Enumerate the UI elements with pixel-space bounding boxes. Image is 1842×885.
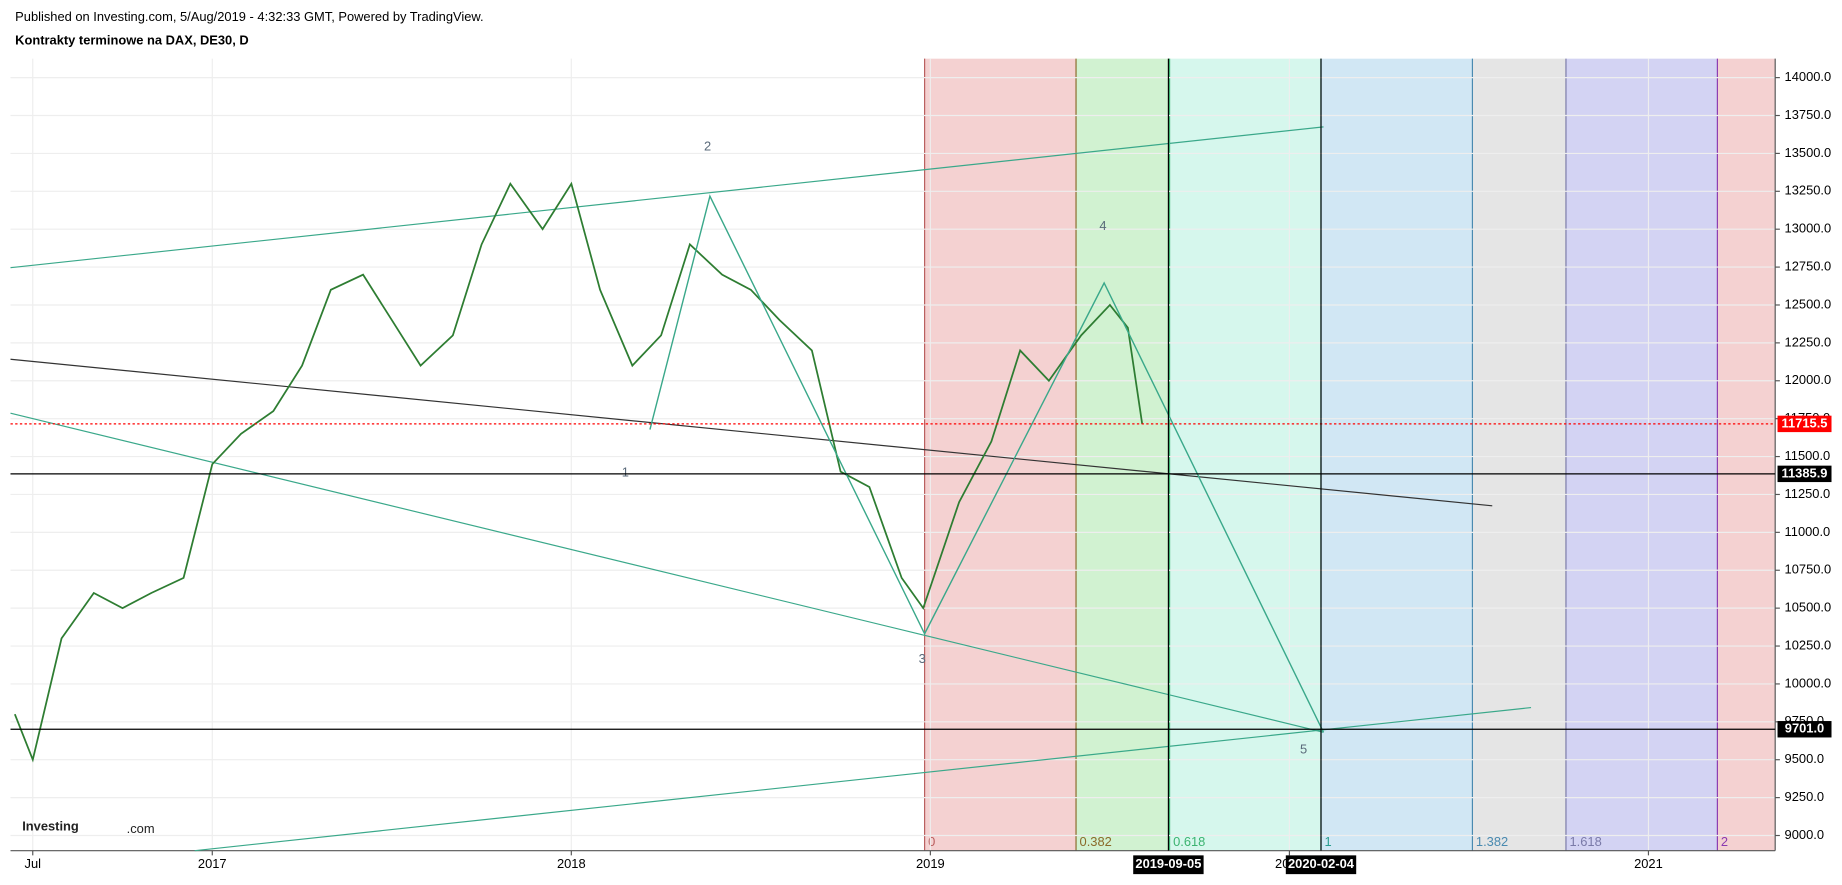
date-badge-label: 2019-09-05 bbox=[1135, 856, 1201, 871]
y-tick-label: 13750.0 bbox=[1785, 107, 1832, 122]
x-tick-label: Jul bbox=[25, 856, 41, 871]
y-tick-label: 10000.0 bbox=[1785, 675, 1832, 690]
price-badge-label: 11385.9 bbox=[1782, 465, 1828, 480]
wave-label: 4 bbox=[1099, 218, 1106, 233]
y-tick-label: 11250.0 bbox=[1785, 486, 1831, 501]
wave-label: 3 bbox=[919, 651, 926, 666]
logo: Investing bbox=[22, 819, 79, 834]
fib-zone bbox=[1169, 58, 1321, 851]
y-tick-label: 12500.0 bbox=[1785, 296, 1832, 311]
fib-level-label: 2 bbox=[1721, 834, 1728, 849]
published-note: Published on Investing.com, 5/Aug/2019 -… bbox=[15, 9, 483, 24]
date-badge bbox=[1285, 855, 1357, 875]
price-badge-label: 9701.0 bbox=[1785, 721, 1824, 736]
y-tick-label: 12000.0 bbox=[1785, 372, 1832, 387]
y-tick-label: 9000.0 bbox=[1785, 827, 1824, 842]
wave-label: 2 bbox=[704, 138, 711, 153]
x-tick-label: 2019 bbox=[916, 856, 945, 871]
y-tick-label: 11500.0 bbox=[1785, 448, 1831, 463]
price-badge bbox=[1777, 415, 1832, 433]
y-tick-label: 10250.0 bbox=[1785, 637, 1832, 652]
symbol-title: Kontrakty terminowe na DAX, DE30, D bbox=[15, 32, 249, 47]
y-tick-label: 9250.0 bbox=[1785, 789, 1824, 804]
price-badge bbox=[1777, 721, 1832, 738]
y-tick-label: 13000.0 bbox=[1785, 221, 1832, 236]
price-badge bbox=[1777, 465, 1832, 483]
fib-level-label: 1 bbox=[1325, 834, 1332, 849]
price-badge-label: 11715.5 bbox=[1782, 415, 1828, 430]
y-tick-label: 13250.0 bbox=[1785, 183, 1832, 198]
wave-path bbox=[649, 194, 1325, 733]
x-tick-label: 2017 bbox=[198, 856, 227, 871]
fib-level-label: 0 bbox=[928, 834, 935, 849]
y-tick-label: 12750.0 bbox=[1785, 258, 1832, 273]
x-tick-label: 2021 bbox=[1634, 856, 1663, 871]
y-tick-label: 10750.0 bbox=[1785, 562, 1832, 577]
fib-zone bbox=[924, 58, 1077, 851]
y-tick-label: 10500.0 bbox=[1785, 600, 1832, 615]
y-tick-label: 9500.0 bbox=[1785, 751, 1824, 766]
fib-level-label: 1.618 bbox=[1569, 834, 1601, 849]
fib-zone bbox=[1472, 58, 1566, 851]
fib-level-label: 1.382 bbox=[1476, 834, 1508, 849]
y-tick-label: 11000.0 bbox=[1785, 524, 1831, 539]
trend-line bbox=[10, 358, 1493, 507]
wave-label: 5 bbox=[1300, 741, 1307, 756]
y-tick-label: 12250.0 bbox=[1785, 334, 1832, 349]
trend-line bbox=[194, 706, 1532, 852]
date-badge bbox=[1133, 855, 1204, 875]
fib-zone bbox=[1565, 58, 1718, 851]
fib-level-label: 0.618 bbox=[1173, 834, 1205, 849]
logo-suffix: .com bbox=[127, 821, 155, 836]
fib-zone bbox=[1076, 58, 1170, 851]
date-badge-label: 2020-02-04 bbox=[1288, 856, 1355, 871]
price-line bbox=[14, 181, 1144, 763]
wave-label: 1 bbox=[622, 464, 629, 479]
fib-zone bbox=[1320, 58, 1473, 851]
y-tick-label: 14000.0 bbox=[1785, 69, 1832, 84]
x-tick-label: 2018 bbox=[557, 856, 586, 871]
fib-zone bbox=[1717, 58, 1776, 851]
y-tick-label: 13500.0 bbox=[1785, 145, 1832, 160]
fib-level-label: 0.382 bbox=[1080, 834, 1112, 849]
trend-line bbox=[10, 126, 1324, 269]
trend-line bbox=[10, 412, 1324, 733]
